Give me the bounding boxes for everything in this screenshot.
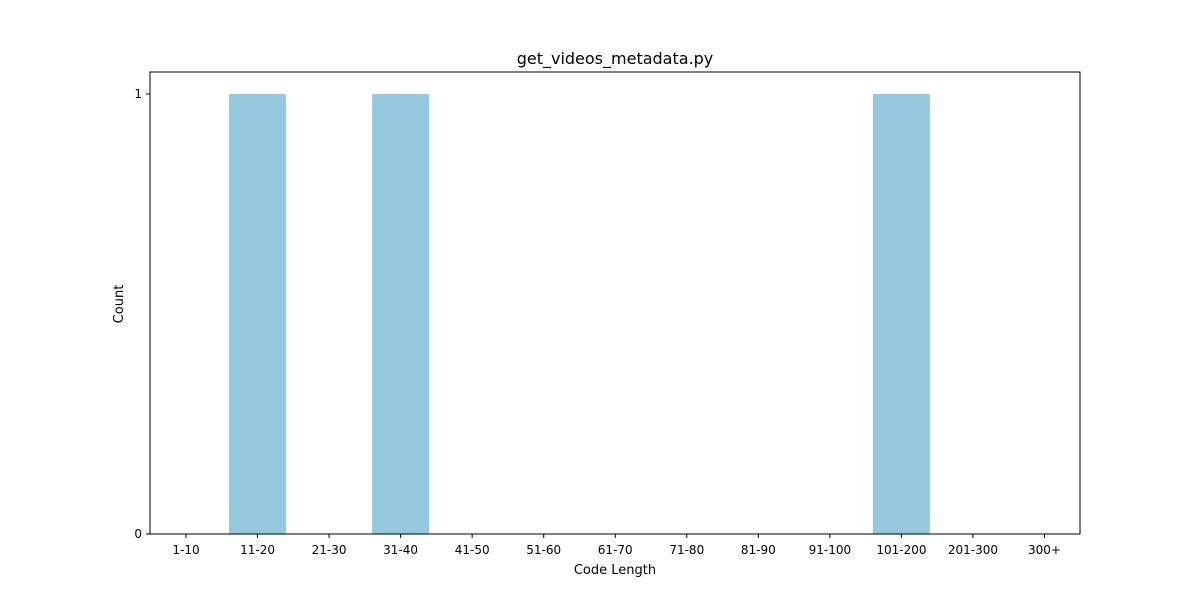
y-axis-label: Count [112, 285, 127, 324]
x-tick-label: 91-100 [809, 543, 852, 557]
x-tick-label: 300+ [1028, 543, 1061, 557]
x-tick-label: 101-200 [876, 543, 926, 557]
x-tick-label: 51-60 [526, 543, 561, 557]
x-tick-label: 11-20 [240, 543, 275, 557]
x-tick-label: 21-30 [312, 543, 347, 557]
x-tick-label: 201-300 [948, 543, 998, 557]
y-tick-label: 1 [134, 87, 142, 101]
x-ticks-group: 1-10 11-20 21-30 31-40 41-50 51-60 61-70 71-80 8… [172, 534, 1061, 557]
x-tick-label: 41-50 [455, 543, 490, 557]
x-tick-label: 71-80 [669, 543, 704, 557]
y-tick-label: 0 [134, 527, 142, 541]
bar-11-20 [229, 94, 287, 534]
chart-title: get_videos_metadata.py [517, 49, 714, 69]
bar-31-40 [372, 94, 430, 534]
plot-frame [149, 71, 1081, 535]
y-ticks-group: 01 [134, 87, 150, 541]
bar-101-200 [872, 94, 930, 534]
x-tick-label: 31-40 [383, 543, 418, 557]
x-axis-label: Code Length [574, 563, 656, 578]
x-tick-label: 61-70 [598, 543, 633, 557]
x-tick-label: 1-10 [172, 543, 199, 557]
bars-group [229, 94, 930, 534]
x-tick-label: 81-90 [741, 543, 776, 557]
